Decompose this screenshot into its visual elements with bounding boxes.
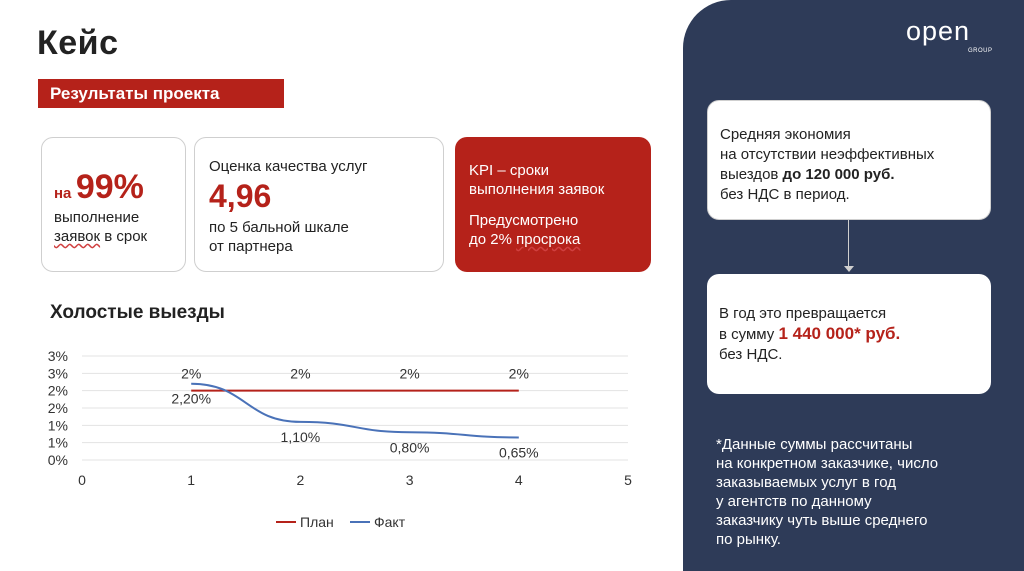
data-label: 2% bbox=[509, 366, 529, 382]
x-tick-label: 0 bbox=[78, 472, 86, 488]
quality-label: Оценка качества услуг bbox=[209, 158, 368, 175]
data-label: 1,10% bbox=[281, 429, 321, 445]
footnote: *Данные суммы рассчитаны на конкретном з… bbox=[716, 435, 996, 549]
arrow-down-icon bbox=[844, 266, 854, 272]
on-time-description: выполнение заявок в срок bbox=[54, 208, 147, 246]
kpi-card-deadlines: KPI – сроки выполнения заявок Предусмотр… bbox=[455, 137, 651, 272]
deadlines-line1: KPI – сроки bbox=[469, 162, 549, 179]
on-time-line1: выполнение bbox=[54, 209, 140, 226]
y-tick-label: 0% bbox=[48, 452, 68, 468]
savings-line3: выездов до 120 000 руб. bbox=[720, 165, 990, 185]
footnote-line: заказчику чуть выше среднего bbox=[716, 512, 928, 529]
savings-line3-pre: выездов bbox=[720, 166, 783, 183]
data-label: 0,80% bbox=[390, 439, 430, 455]
y-tick-label: 2% bbox=[48, 400, 68, 416]
deadlines-line4-word: просрока bbox=[516, 231, 581, 248]
quality-line2: от партнера bbox=[209, 238, 293, 255]
annual-line3: без НДС. bbox=[719, 346, 783, 363]
footnote-line: *Данные суммы рассчитаны bbox=[716, 436, 913, 453]
x-tick-label: 2 bbox=[297, 472, 305, 488]
quality-line1: по 5 бальной шкале bbox=[209, 219, 349, 236]
quality-value: 4,96 bbox=[209, 178, 272, 214]
savings-amount: до 120 000 руб. bbox=[782, 166, 895, 183]
savings-line2: на отсутствии неэффективных bbox=[720, 146, 935, 163]
chart-title: Холостые выезды bbox=[50, 302, 225, 323]
on-time-value-line: на 99% bbox=[54, 168, 144, 207]
on-time-rest: в срок bbox=[100, 228, 148, 245]
savings-line4: без НДС в период. bbox=[720, 186, 850, 203]
footnote-line: заказываемых услуг в год bbox=[716, 474, 896, 491]
footnote-line: у агентств по данному bbox=[716, 493, 872, 510]
annual-line2: в сумму 1 440 000* руб. bbox=[719, 324, 991, 345]
deadlines-line4: до 2% просрока bbox=[469, 230, 580, 249]
savings-box: Средняя экономия на отсутствии неэффекти… bbox=[707, 100, 991, 220]
x-tick-label: 5 bbox=[624, 472, 632, 488]
deadlines-note: Предусмотрено до 2% просрока bbox=[469, 211, 580, 249]
on-time-line2: заявок в срок bbox=[54, 227, 147, 246]
logo-word: open bbox=[906, 16, 971, 46]
quality-description: по 5 бальной шкале от партнера bbox=[209, 218, 349, 256]
footnote-line: на конкретном заказчике, число bbox=[716, 455, 939, 472]
on-time-word: заявок bbox=[54, 228, 101, 245]
data-label: 0,65% bbox=[499, 444, 539, 460]
y-tick-label: 1% bbox=[48, 417, 68, 433]
annual-sum-box: В год это превращается в сумму 1 440 000… bbox=[707, 274, 991, 394]
y-tick-label: 2% bbox=[48, 383, 68, 399]
data-label: 2% bbox=[399, 366, 419, 382]
annual-amount: 1 440 000* руб. bbox=[778, 324, 901, 343]
on-time-prefix: на bbox=[54, 185, 72, 202]
footnote-line: по рынку. bbox=[716, 531, 781, 548]
x-tick-label: 1 bbox=[187, 472, 195, 488]
x-tick-label: 4 bbox=[515, 472, 523, 488]
kpi-card-quality: Оценка качества услуг 4,96 по 5 бальной … bbox=[194, 137, 444, 272]
data-label: 2,20% bbox=[171, 391, 211, 407]
deadlines-line3: Предусмотрено bbox=[469, 212, 579, 229]
y-tick-label: 1% bbox=[48, 435, 68, 451]
y-tick-label: 3% bbox=[48, 348, 68, 364]
page-title: Кейс bbox=[37, 24, 119, 62]
kpi-card-on-time: на 99% выполнение заявок в срок bbox=[41, 137, 186, 272]
deadlines-line4-pre: до 2% bbox=[469, 231, 517, 248]
connector-line bbox=[848, 220, 849, 270]
x-tick-label: 3 bbox=[406, 472, 414, 488]
deadlines-heading: KPI – сроки выполнения заявок bbox=[469, 161, 604, 199]
data-label: 2% bbox=[290, 366, 310, 382]
data-label: 2% bbox=[181, 366, 201, 382]
logo-sub: GROUP bbox=[968, 48, 993, 54]
idle-trips-chart: 0%1%1%2%2%3%3%0 1 2 3 4 52% 2% 2% 2%2,20%1,10%0,… bbox=[48, 348, 632, 530]
open-group-logo: open GROUP bbox=[906, 16, 992, 54]
on-time-value: 99% bbox=[75, 168, 144, 206]
savings-line1: Средняя экономия bbox=[720, 126, 851, 143]
y-tick-label: 3% bbox=[48, 365, 68, 381]
section-badge: Результаты проекта bbox=[38, 79, 284, 108]
annual-line2-pre: в сумму bbox=[719, 326, 779, 343]
legend-label: Факт bbox=[374, 514, 406, 530]
annual-line1: В год это превращается bbox=[719, 305, 887, 322]
legend-label: План bbox=[300, 514, 334, 530]
series-line-2 bbox=[191, 382, 519, 439]
deadlines-line2: выполнения заявок bbox=[469, 181, 605, 198]
